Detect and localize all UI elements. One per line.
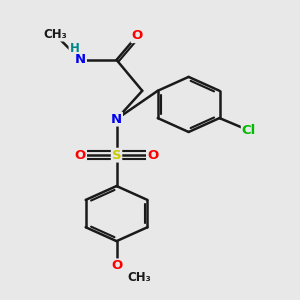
Text: H: H: [69, 42, 79, 55]
Text: CH₃: CH₃: [128, 271, 152, 284]
Text: O: O: [75, 148, 86, 162]
Text: CH₃: CH₃: [43, 28, 67, 41]
Text: N: N: [75, 53, 86, 66]
Text: O: O: [131, 29, 143, 42]
Text: Cl: Cl: [242, 124, 256, 137]
Text: N: N: [111, 112, 122, 126]
Text: S: S: [112, 148, 121, 162]
Text: O: O: [147, 148, 158, 162]
Text: O: O: [111, 259, 122, 272]
